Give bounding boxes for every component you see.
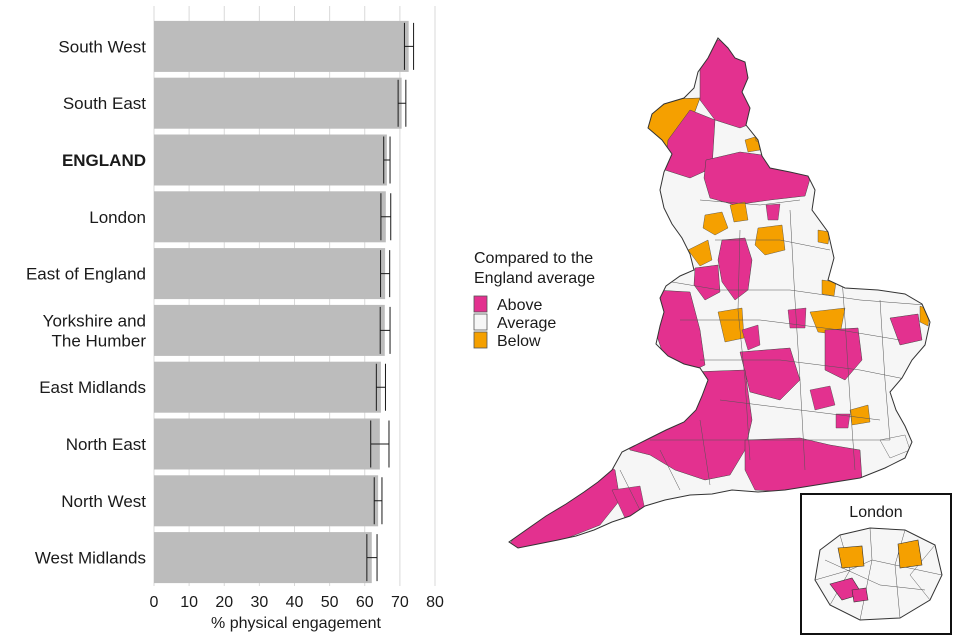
map-area-north-yorkshire	[703, 151, 813, 206]
map-area-pink-hc1	[809, 385, 836, 411]
london-boroughs	[814, 527, 943, 621]
x-tick-label-70: 70	[391, 594, 409, 611]
x-tick-label-0: 0	[150, 594, 159, 611]
category-label-line: North West	[61, 492, 146, 511]
error-bar-east-midlands	[375, 363, 386, 411]
error-bar-yorkshire-and-the-humber	[379, 306, 391, 354]
category-label-line: The Humber	[52, 331, 147, 350]
category-label-north-west: North West	[61, 492, 146, 511]
category-label-line: ENGLAND	[62, 151, 146, 170]
bar-london	[154, 191, 386, 243]
category-label-line: West Midlands	[35, 549, 146, 568]
x-tick-label-50: 50	[321, 594, 339, 611]
category-label-line: London	[89, 208, 146, 227]
error-bars	[366, 22, 415, 582]
map-area-orange-y2	[729, 201, 749, 223]
map-regions	[509, 39, 930, 548]
category-label-line: Yorkshire and	[43, 311, 146, 330]
category-label-line: South West	[58, 37, 146, 56]
category-labels: South West South East ENGLAND London East of…	[26, 37, 146, 567]
x-axis-title: % physical engagement	[211, 615, 381, 632]
england-map	[508, 37, 931, 549]
error-bar-north-west	[373, 477, 383, 525]
bar-north-east	[154, 418, 380, 470]
category-label-line: North East	[66, 435, 147, 454]
map-area-oxfordshire	[739, 347, 801, 401]
bar-east-midlands	[154, 361, 381, 413]
map-area-cornwall	[509, 459, 621, 548]
category-label-south-west: South West	[58, 37, 146, 56]
bar-south-east	[154, 77, 402, 129]
map-area-orange-y1	[702, 211, 729, 236]
map-area-suffolk	[889, 313, 923, 346]
x-tick-label-30: 30	[250, 594, 268, 611]
map-area-east-cumbria	[664, 109, 716, 179]
bar-east-of-england	[154, 248, 386, 300]
bar-west-midlands	[154, 532, 372, 584]
map-area-cheshire	[693, 264, 721, 301]
category-label-south-east: South East	[63, 94, 146, 113]
error-bar-south-east	[397, 79, 407, 127]
bar-north-west	[154, 475, 379, 527]
category-label-yorkshire-and-the-humber: Yorkshire and The Humber	[43, 311, 147, 350]
category-label-line: South East	[63, 94, 146, 113]
error-bar-london	[380, 193, 392, 241]
legend-swatch-below	[473, 331, 488, 349]
bar-yorkshire-and-the-humber	[154, 304, 385, 356]
bars	[154, 20, 409, 584]
map-area-pink-m2	[787, 307, 807, 329]
x-tick-label-60: 60	[356, 594, 374, 611]
error-bar-west-midlands	[366, 534, 378, 582]
x-tick-label-20: 20	[215, 594, 233, 611]
category-label-line: East Midlands	[39, 378, 146, 397]
map-area-pink-hc2	[835, 413, 851, 429]
legend-title-line-2: England average	[474, 270, 595, 287]
bar-south-west	[154, 20, 409, 72]
error-bar-south-west	[403, 22, 415, 70]
category-label-line: East of England	[26, 265, 146, 284]
x-tick-label-10: 10	[180, 594, 198, 611]
map-area-orange-m1	[717, 307, 745, 343]
london-area-above-2	[851, 587, 869, 603]
london-inset-title: London	[849, 504, 902, 521]
bar-chart: South West South East ENGLAND London East of…	[26, 6, 444, 632]
legend-label-average: Average	[497, 315, 556, 332]
category-label-west-midlands: West Midlands	[35, 549, 146, 568]
x-tick-label-80: 80	[426, 594, 444, 611]
legend-swatch-above	[473, 295, 488, 313]
map-area-orange-ne2	[754, 129, 766, 143]
legend-swatch-average	[473, 313, 488, 331]
legend-title-line-1: Compared to the	[474, 250, 593, 267]
map-area-pink-m1	[741, 324, 761, 351]
london-area-below-1	[837, 545, 865, 569]
map-boundaries	[619, 199, 926, 511]
london-inset: London	[800, 493, 952, 635]
map-area-pink-y1	[765, 203, 781, 221]
map-area-pennines	[717, 237, 753, 301]
map-area-orange-y4	[687, 239, 713, 267]
x-tick-label-40: 40	[286, 594, 304, 611]
legend-label-above: Above	[497, 297, 542, 314]
bar-england	[154, 134, 387, 186]
london-area-below-2	[897, 539, 923, 569]
category-label-london: London	[89, 208, 146, 227]
category-label-east-of-england: East of England	[26, 265, 146, 284]
category-label-east-midlands: East Midlands	[39, 378, 146, 397]
error-bar-north-east	[370, 420, 390, 468]
category-label-england: ENGLAND	[62, 151, 146, 170]
legend: Compared to the England average Above Av…	[473, 250, 595, 350]
error-bar-east-of-england	[380, 250, 391, 298]
error-bar-england	[383, 136, 391, 184]
map-area-orange-y5	[817, 229, 831, 245]
tick-labels: 0 10 20 30 40 50 60 70 80	[150, 594, 444, 611]
legend-label-below: Below	[497, 333, 541, 350]
category-label-north-east: North East	[66, 435, 147, 454]
